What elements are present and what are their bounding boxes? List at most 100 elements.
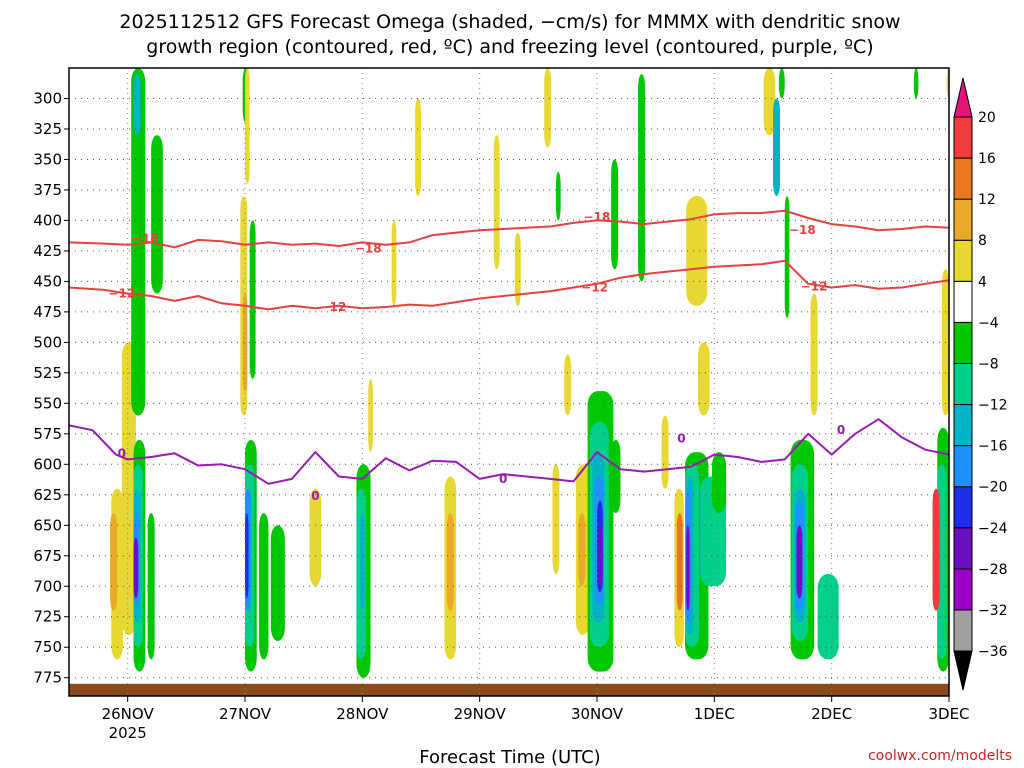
colorbar-tick-label: −4: [978, 315, 999, 331]
colorbar-swatch: [953, 445, 973, 488]
contour-label: 0: [311, 489, 319, 503]
colorbar-swatch: [953, 527, 973, 570]
omega-shade-region: [552, 464, 560, 575]
omega-shade-region: [932, 488, 940, 611]
x-axis-year-label: 2025: [109, 724, 147, 742]
contour-label: 0: [837, 423, 845, 437]
colorbar-swatch: [953, 77, 973, 118]
y-axis-pressure: 300 325 350 375 400 425 450 475 500 525 550 575 600 6…: [33, 89, 69, 687]
omega-shade-region: [110, 513, 118, 611]
y-tick-label: 325: [33, 120, 62, 138]
omega-shade-region: [359, 513, 365, 611]
colorbar-tick-label: −20: [978, 480, 1008, 496]
contour-label: −12: [108, 287, 135, 301]
contour-label: −18: [355, 241, 382, 255]
contour-label: −12: [320, 300, 347, 314]
omega-shade-region: [817, 574, 839, 660]
omega-shade-region: [686, 196, 708, 306]
omega-shade-region: [661, 415, 669, 489]
y-tick-label: 775: [33, 669, 62, 687]
chart-title-line-2: growth region (contoured, red, ºC) and f…: [146, 36, 873, 58]
y-tick-label: 425: [33, 242, 62, 260]
omega-shade-region: [913, 68, 919, 99]
x-tick-label: 27NOV: [219, 705, 272, 723]
y-tick-label: 625: [33, 486, 62, 504]
x-tick-label: 26NOV: [102, 705, 155, 723]
omega-shade-region: [676, 513, 683, 611]
colorbar-swatch: [953, 486, 973, 529]
x-tick-label: 2DEC: [811, 705, 852, 723]
colorbar-tick-label: −24: [978, 521, 1008, 537]
contour-label: 0: [118, 446, 126, 460]
omega-shade-region: [697, 342, 710, 416]
colorbar-swatch: [953, 321, 973, 364]
contour-labels: −18 −18 −18 −18 −12 −12 −12 −12 0 0 0 0 0: [108, 210, 845, 503]
y-tick-label: 575: [33, 425, 62, 443]
plot-border: [68, 67, 950, 697]
colorbar-tick-label: −16: [978, 439, 1008, 455]
colorbar-swatch: [953, 404, 973, 447]
omega-shade-region: [578, 513, 586, 587]
x-tick-label: 3DEC: [928, 705, 969, 723]
omega-shade-region: [245, 68, 250, 184]
omega-shade-region: [249, 220, 256, 379]
omega-shade-region: [245, 513, 249, 599]
omega-shade-region: [611, 159, 619, 270]
omega-shade-region: [611, 439, 621, 514]
omega-shade-region: [638, 74, 646, 282]
y-tick-label: 600: [33, 455, 62, 473]
contour-label: −18: [789, 223, 816, 237]
omega-shade-region: [151, 135, 163, 294]
colorbar-tick-label: −28: [978, 562, 1008, 578]
omega-shade-region: [131, 68, 146, 416]
omega-shade-region: [564, 354, 572, 416]
colorbar-swatch: [953, 239, 973, 282]
omega-shade-region: [133, 74, 141, 136]
chart-title: 2025112512 GFS Forecast Omega (shaded, −…: [119, 11, 900, 58]
terrain-band: [69, 683, 949, 696]
omega-shade-region: [598, 525, 603, 587]
x-tick-label: 1DEC: [694, 705, 735, 723]
contour-label: −18: [132, 232, 159, 246]
y-tick-label: 450: [33, 272, 62, 290]
omega-shade-region: [784, 196, 790, 318]
omega-shading: [110, 68, 949, 678]
omega-shade-region: [147, 513, 155, 660]
y-tick-label: 400: [33, 211, 62, 229]
omega-shade-region: [446, 513, 454, 611]
colorbar-tick-label: 8: [978, 233, 987, 249]
colorbar-swatch: [953, 650, 973, 691]
colorbar-legend: 20 16 12 8 4 −4 −8 −12 −16 −20 −24 −28 −32 −36: [953, 77, 1008, 691]
omega-shade-region: [937, 464, 947, 660]
colorbar-tick-label: 16: [978, 151, 996, 167]
colorbar-swatch: [953, 609, 973, 652]
y-tick-label: 525: [33, 364, 62, 382]
y-tick-label: 725: [33, 608, 62, 626]
contour-label: −18: [584, 210, 611, 224]
omega-shade-region: [368, 378, 373, 453]
omega-shade-region: [796, 525, 803, 599]
colorbar-swatch: [953, 157, 973, 200]
omega-shade-region: [763, 68, 776, 136]
colorbar-swatch: [953, 362, 973, 406]
contour-label: −12: [801, 279, 828, 293]
y-tick-label: 675: [33, 547, 62, 565]
y-tick-label: 750: [33, 638, 62, 656]
colorbar-tick-label: −12: [978, 398, 1008, 414]
x-tick-label: 30NOV: [571, 705, 624, 723]
chart-title-line-1: 2025112512 GFS Forecast Omega (shaded, −…: [119, 11, 900, 33]
contour-line--18: [69, 209, 949, 249]
plot-frame: [68, 67, 950, 697]
y-tick-label: 300: [33, 89, 62, 107]
omega-shade-region: [686, 525, 690, 611]
colorbar-tick-label: 4: [978, 274, 987, 290]
contour-lines: [69, 209, 949, 485]
omega-shade-region: [259, 513, 269, 660]
terrain-surface: [69, 683, 949, 696]
omega-shade-region: [778, 68, 785, 99]
x-axis-title: Forecast Time (UTC): [419, 747, 600, 768]
credit-label: coolwx.com/modelts: [868, 748, 1012, 764]
colorbar-swatch: [953, 116, 973, 159]
colorbar-tick-label: −36: [978, 644, 1008, 660]
